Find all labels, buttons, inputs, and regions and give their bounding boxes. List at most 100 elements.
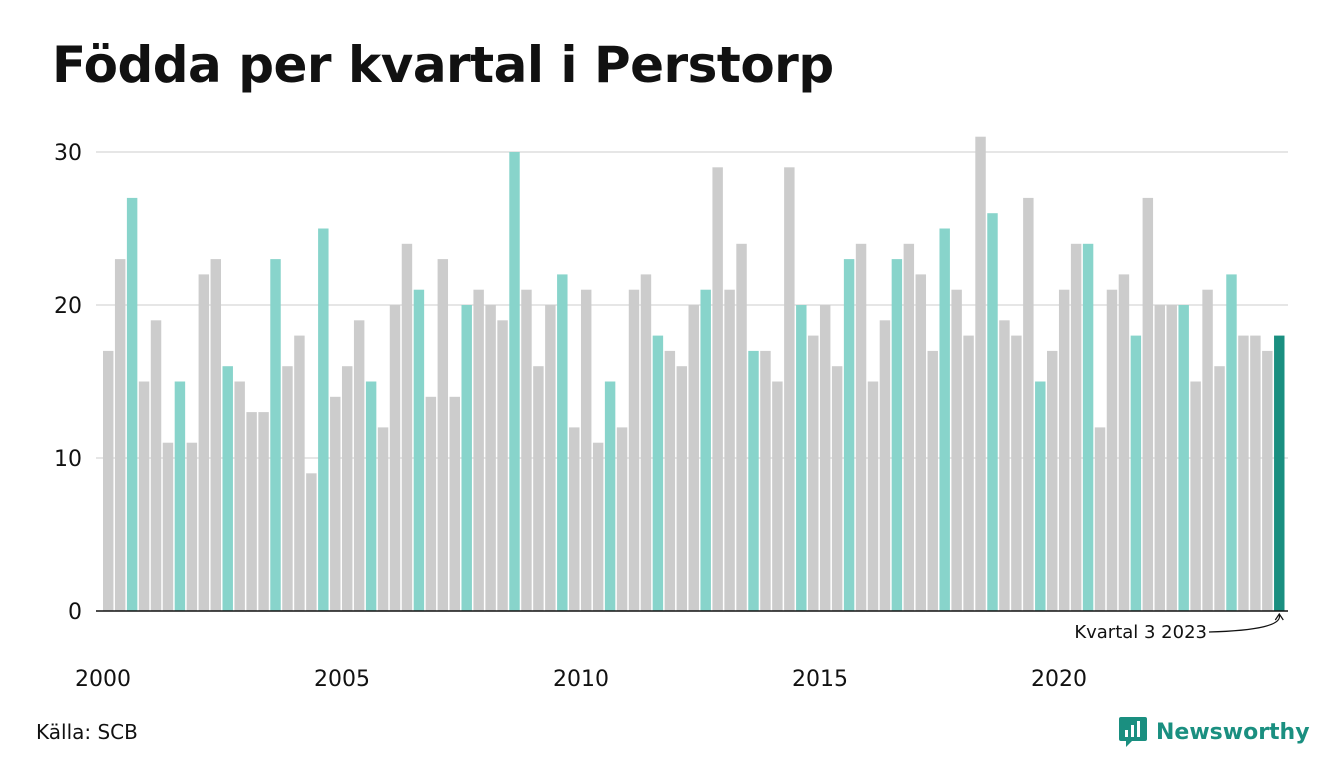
bar	[652, 335, 664, 611]
bar	[473, 289, 484, 611]
bar	[712, 167, 723, 612]
bar	[1094, 427, 1106, 611]
bar	[1130, 335, 1142, 611]
bar	[772, 381, 783, 611]
bar	[377, 427, 389, 611]
x-tick-label: 2020	[1031, 667, 1087, 692]
bar	[999, 320, 1010, 611]
newsworthy-logo-text: Newsworthy	[1156, 719, 1310, 745]
bar	[760, 350, 771, 611]
bar	[461, 305, 472, 611]
bar	[1142, 197, 1154, 611]
y-tick-label: 20	[54, 294, 82, 319]
bar	[437, 259, 449, 611]
bar	[1214, 366, 1225, 611]
bar	[616, 427, 628, 611]
bar	[879, 320, 891, 611]
bar	[891, 259, 903, 611]
bar	[306, 473, 317, 611]
bar	[855, 243, 867, 612]
bar	[951, 289, 962, 611]
bar	[449, 396, 460, 611]
bar	[1250, 335, 1261, 611]
bar	[724, 289, 735, 611]
x-tick-label: 2005	[314, 667, 370, 692]
bar	[927, 350, 938, 611]
y-tick-label: 30	[54, 141, 82, 166]
bar	[389, 305, 401, 611]
bar	[353, 320, 365, 611]
annotation: Kvartal 3 2023	[1074, 612, 1284, 643]
bar	[114, 259, 126, 611]
x-axis-ticks: 2000 2005 2010 2015 2020	[75, 667, 1087, 692]
bar	[843, 259, 855, 611]
bar	[401, 243, 413, 612]
y-tick-label: 0	[68, 600, 82, 625]
newsworthy-logo: Newsworthy	[1118, 712, 1310, 752]
bar	[222, 366, 233, 611]
bar	[545, 305, 556, 611]
bar	[640, 274, 652, 611]
bar	[1262, 350, 1273, 611]
bar	[569, 427, 580, 611]
bar	[126, 197, 138, 611]
bar	[867, 381, 879, 611]
bar	[1274, 335, 1285, 611]
bar	[1178, 305, 1189, 611]
bar	[413, 289, 425, 611]
bar	[1226, 274, 1237, 611]
bar	[1190, 381, 1201, 611]
bar	[676, 366, 688, 611]
bar	[592, 442, 604, 611]
bar	[796, 305, 807, 611]
bar	[831, 366, 843, 611]
bar	[557, 274, 568, 611]
bar	[341, 366, 353, 611]
bar	[174, 381, 186, 611]
bar	[258, 412, 269, 611]
bar	[1166, 305, 1177, 611]
bar	[748, 350, 759, 611]
bar	[700, 289, 711, 611]
annotation-label: Kvartal 3 2023	[1074, 622, 1207, 643]
bar	[485, 305, 496, 611]
bar	[736, 243, 747, 612]
bar	[939, 228, 950, 611]
bar	[1023, 197, 1034, 611]
bar	[1238, 335, 1249, 611]
bar	[1047, 350, 1058, 611]
bar	[975, 136, 986, 611]
bar	[521, 289, 532, 611]
bar	[1082, 243, 1094, 612]
bar	[819, 305, 831, 611]
bar	[1070, 243, 1082, 612]
bar	[138, 381, 150, 611]
chart-title: Födda per kvartal i Perstorp	[52, 36, 834, 94]
bar	[246, 412, 257, 611]
bar	[1058, 289, 1070, 611]
bars	[103, 136, 1285, 612]
bar	[808, 335, 819, 611]
bar	[425, 396, 437, 611]
bar	[688, 305, 699, 611]
bar	[150, 320, 162, 611]
bar	[1011, 335, 1022, 611]
bar	[784, 167, 795, 612]
source-note: Källa: SCB	[36, 720, 138, 744]
bar	[270, 259, 281, 611]
x-tick-label: 2000	[75, 667, 131, 692]
bar	[1118, 274, 1130, 611]
bar	[162, 442, 174, 611]
bar	[497, 320, 508, 611]
bar	[282, 366, 293, 611]
bar	[963, 335, 974, 611]
bar	[294, 335, 305, 611]
bar	[1202, 289, 1213, 611]
bar	[509, 152, 520, 611]
y-axis-ticks: 0 10 20 30	[54, 141, 82, 625]
x-tick-label: 2010	[553, 667, 609, 692]
bar	[903, 243, 915, 612]
bar	[580, 289, 592, 611]
bar	[234, 381, 245, 611]
